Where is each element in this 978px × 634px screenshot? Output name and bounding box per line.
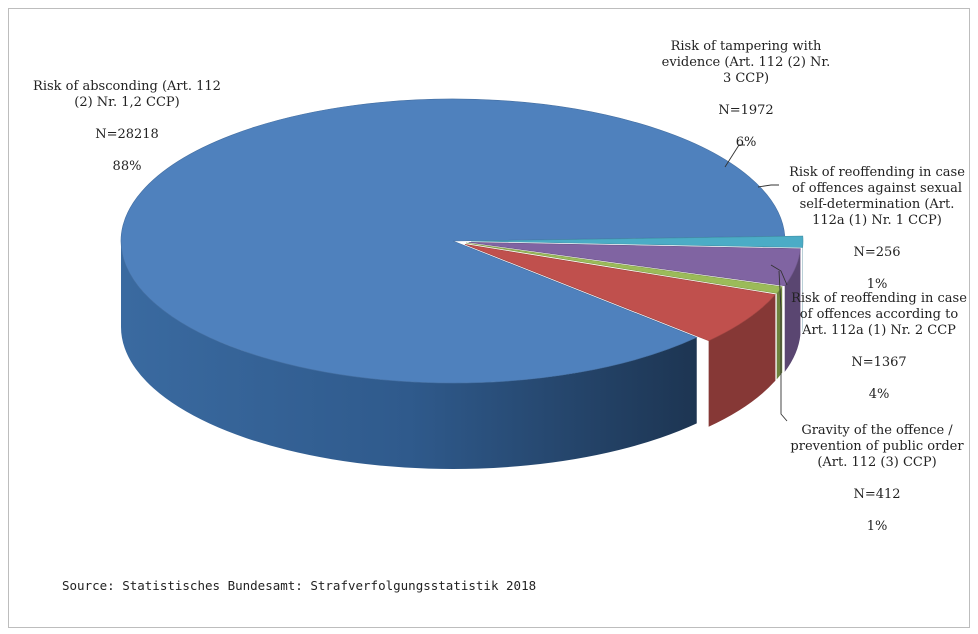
slice-label-gravity: Gravity of the offence / prevention of p…	[787, 407, 967, 551]
pie-slice[interactable]	[466, 242, 783, 294]
slice-percent: 6%	[735, 135, 757, 150]
slice-name: Risk of reoffending in case of offences …	[791, 291, 967, 338]
leader-line	[724, 144, 745, 168]
leader-line	[770, 264, 788, 286]
pie-slice[interactable]	[464, 244, 776, 342]
leader-line	[757, 184, 779, 188]
slice-percent: 4%	[868, 387, 890, 402]
slice-label-absconding: Risk of absconding (Art. 112 (2) Nr. 1,2…	[27, 63, 227, 191]
slice-name: Risk of reoffending in case of offences …	[789, 165, 965, 228]
slice-percent: 1%	[866, 519, 888, 534]
slice-count: N=412	[853, 487, 901, 502]
slice-percent: 1%	[866, 277, 888, 292]
pie-chart	[120, 98, 804, 469]
pie-slice-side	[708, 294, 776, 427]
slice-count: N=28218	[95, 127, 159, 142]
leader-line	[778, 270, 788, 422]
slice-count: N=1972	[718, 103, 774, 118]
pie-slice[interactable]	[120, 98, 786, 384]
pie-slice[interactable]	[470, 235, 804, 248]
slice-name: Gravity of the offence / prevention of p…	[790, 423, 964, 470]
slice-count: N=256	[853, 245, 901, 260]
slice-name: Risk of tampering with evidence (Art. 11…	[661, 39, 831, 86]
pie-slice[interactable]	[468, 241, 801, 287]
slice-label-tampering: Risk of tampering with evidence (Art. 11…	[661, 23, 831, 167]
slice-label-reoffending-nr2: Risk of reoffending in case of offences …	[789, 275, 969, 419]
source-note: Source: Statistisches Bundesamt: Strafve…	[62, 578, 537, 593]
pie-slice-side	[784, 248, 801, 372]
chart-frame: Risk of absconding (Art. 112 (2) Nr. 1,2…	[8, 8, 970, 628]
slice-label-sexual-self-determination: Risk of reoffending in case of offences …	[787, 149, 967, 309]
slice-percent: 88%	[112, 159, 142, 174]
pie-slice-side	[121, 241, 697, 469]
slice-name: Risk of absconding (Art. 112 (2) Nr. 1,2…	[33, 79, 221, 110]
slice-count: N=1367	[851, 355, 907, 370]
